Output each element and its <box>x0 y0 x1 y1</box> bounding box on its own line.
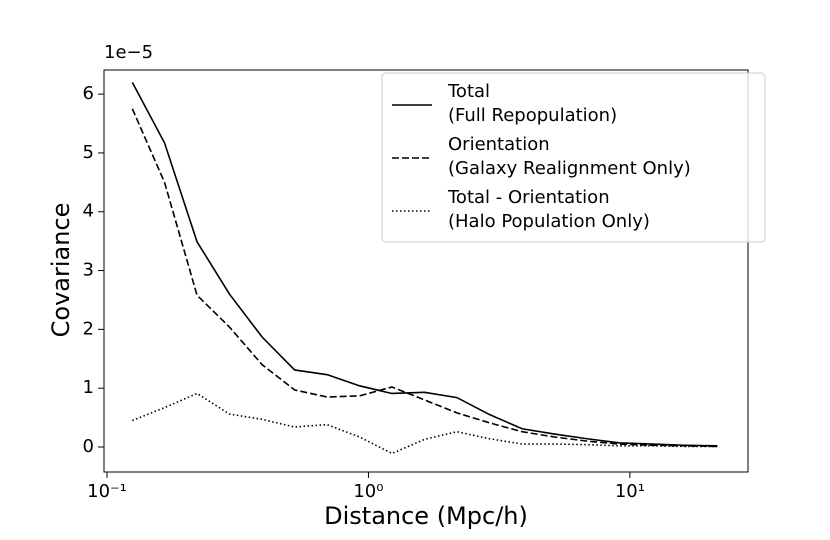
legend-label: Total <box>447 81 490 102</box>
axes-frame <box>103 69 749 473</box>
legend-label: Orientation <box>448 134 550 155</box>
x-tick-label: 10⁻¹ <box>87 481 127 502</box>
series-line <box>132 392 718 455</box>
y-tick-label: 6 <box>83 83 94 104</box>
series-line <box>131 108 718 448</box>
legend-description: (Full Repopulation) <box>448 105 617 126</box>
x-tick-label: 10⁰ <box>353 481 383 502</box>
legend-description: (Galaxy Realignment Only) <box>448 158 691 179</box>
y-offset-label: 1e−5 <box>104 42 153 63</box>
y-tick-label: 3 <box>83 260 94 281</box>
legend-label: Total - Orientation <box>447 187 610 208</box>
y-tick-label: 4 <box>83 201 94 222</box>
legend-description: (Halo Population Only) <box>448 211 650 232</box>
x-axis-label: Distance (Mpc/h) <box>324 502 528 530</box>
y-tick-label: 0 <box>83 436 94 457</box>
x-tick-label: 10¹ <box>615 481 645 502</box>
y-tick-label: 2 <box>83 318 94 339</box>
legend-box <box>381 72 766 243</box>
y-axis-label: Covariance <box>47 203 75 338</box>
y-tick-label: 5 <box>83 142 94 163</box>
y-tick-label: 1 <box>83 377 94 398</box>
series-line <box>131 81 718 447</box>
